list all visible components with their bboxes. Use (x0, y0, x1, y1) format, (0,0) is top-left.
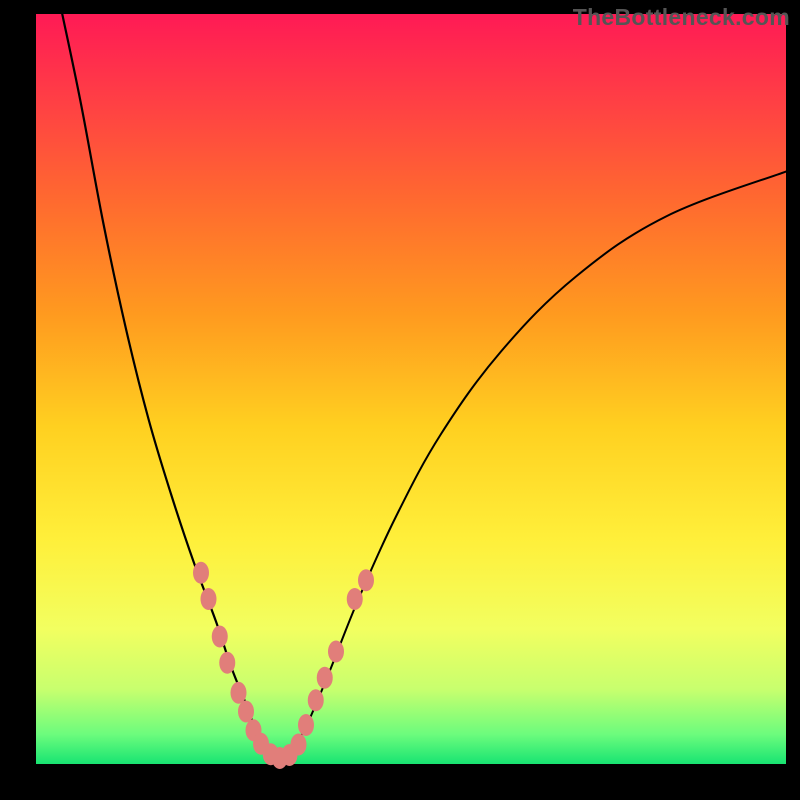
marker (358, 569, 374, 591)
marker (291, 734, 307, 756)
marker (298, 714, 314, 736)
marker (231, 682, 247, 704)
marker (328, 641, 344, 663)
marker (317, 667, 333, 689)
plot-background (36, 14, 786, 764)
marker (219, 652, 235, 674)
stage: TheBottleneck.com (0, 0, 800, 800)
watermark-text: TheBottleneck.com (573, 4, 790, 31)
marker (308, 689, 324, 711)
marker (193, 562, 209, 584)
plot-svg (0, 0, 800, 800)
marker (238, 701, 254, 723)
marker (212, 626, 228, 648)
marker (201, 588, 217, 610)
marker (347, 588, 363, 610)
